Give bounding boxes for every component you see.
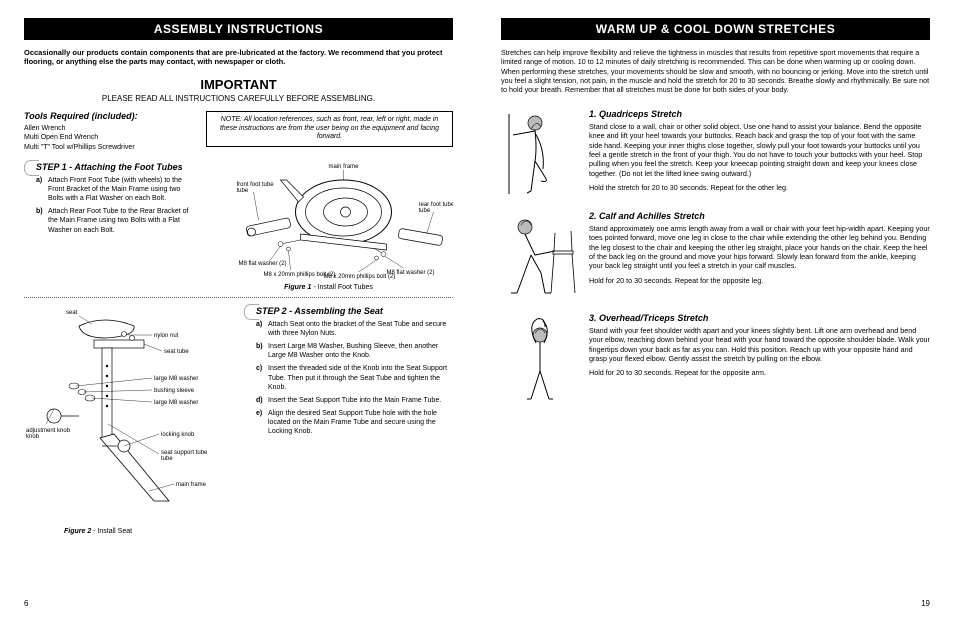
lbl-nylon: nylon nut	[154, 333, 179, 339]
page-assembly: ASSEMBLY INSTRUCTIONS Occasionally our p…	[0, 0, 477, 618]
step-letter: d)	[256, 396, 268, 405]
svg-text:tube: tube	[237, 188, 249, 194]
stretch-intro: Stretches can help improve flexibility a…	[501, 48, 930, 95]
lbl-bush: bushing sleeve	[154, 388, 195, 394]
figure-1: main frame front foot tube tube rear foo…	[204, 162, 453, 291]
step-letter: b)	[36, 207, 48, 234]
tool-item: Allen Wrench	[24, 124, 194, 133]
tool-item: Multi Open End Wrench	[24, 133, 194, 142]
lbl-lw1: large M8 washer	[154, 376, 198, 382]
step2-body: a)Attach Seat onto the bracket of the Se…	[256, 320, 453, 436]
tool-item: Multi "T" Tool w/Phillips Screwdriver	[24, 143, 194, 152]
step2-d: Insert the Seat Support Tube into the Ma…	[268, 396, 453, 405]
title-stretches: WARM UP & COOL DOWN STRETCHES	[501, 18, 930, 40]
stretch-1-hold: Hold the stretch for 20 to 30 seconds. R…	[589, 183, 930, 192]
stretch-2-figure	[501, 211, 579, 301]
figure-2-caption: Figure 2 - Install Seat	[24, 528, 234, 535]
svg-text:tube: tube	[419, 208, 431, 214]
stretch-1-text: Stand close to a wall, chair or other so…	[589, 122, 930, 178]
stretch-3-figure	[501, 313, 579, 403]
lbl-lock: locking knob	[161, 432, 195, 438]
step2-heading: STEP 2 - Assembling the Seat	[256, 306, 453, 316]
step2-b: Insert Large M8 Washer, Bushing Sleeve, …	[268, 342, 453, 360]
lbl-main: main frame	[176, 482, 207, 488]
svg-text:tube: tube	[161, 456, 173, 462]
lbl-seat-tube: seat tube	[164, 349, 189, 355]
step2-text: STEP 2 - Assembling the Seat a)Attach Se…	[244, 306, 453, 535]
tools-heading: Tools Required (included):	[24, 111, 194, 121]
stretch-3-text: Stand with your feet shoulder width apar…	[589, 326, 930, 363]
section-step1: STEP 1 - Attaching the Foot Tubes a)Atta…	[24, 162, 453, 291]
figure-1-svg: main frame front foot tube tube rear foo…	[204, 162, 453, 282]
svg-text:knob: knob	[26, 434, 40, 440]
tools-col: Tools Required (included): Allen Wrench …	[24, 111, 194, 152]
title-assembly: ASSEMBLY INSTRUCTIONS	[24, 18, 453, 40]
step-letter: a)	[256, 320, 268, 338]
stretch-2: 2. Calf and Achilles Stretch Stand appro…	[501, 211, 930, 301]
stretch-3-hold: Hold for 20 to 30 seconds. Repeat for th…	[589, 368, 930, 377]
lbl-lw2: large M8 washer	[154, 400, 198, 406]
step2-e: Align the desired Seat Support Tube hole…	[268, 409, 453, 436]
important-heading: IMPORTANT	[24, 77, 453, 92]
lbl-washer-l: M8 flat washer (2)	[239, 261, 287, 267]
step1-heading: STEP 1 - Attaching the Foot Tubes	[36, 162, 194, 172]
step-letter: a)	[36, 176, 48, 203]
tools-row: Tools Required (included): Allen Wrench …	[24, 111, 453, 152]
page-number-right: 19	[921, 599, 930, 608]
stretch-1-figure	[501, 109, 579, 199]
step-letter: b)	[256, 342, 268, 360]
stretch-1: 1. Quadriceps Stretch Stand close to a w…	[501, 109, 930, 199]
lbl-washer-r: M8 flat washer (2)	[387, 270, 435, 276]
step1-a: Attach Front Foot Tube (with wheels) to …	[48, 176, 194, 203]
figure-2-svg: seat nylon nut seat tube large M8 washer…	[24, 306, 234, 526]
note-box: NOTE: All location references, such as f…	[206, 111, 453, 147]
step-letter: c)	[256, 364, 268, 391]
step2-c: Insert the threaded side of the Knob int…	[268, 364, 453, 391]
lbl-bolt-r: M8 x 20mm phillips bolt (2)	[324, 274, 396, 280]
stretch-2-heading: 2. Calf and Achilles Stretch	[589, 211, 930, 221]
section-step2: seat nylon nut seat tube large M8 washer…	[24, 306, 453, 535]
intro-text: Occasionally our products contain compon…	[24, 48, 453, 67]
note-col: NOTE: All location references, such as f…	[206, 111, 453, 152]
lbl-seat: seat	[66, 310, 78, 316]
step-letter: e)	[256, 409, 268, 436]
stretch-2-text: Stand approximately one arms length away…	[589, 224, 930, 271]
stretch-2-hold: Hold for 20 to 30 seconds. Repeat for th…	[589, 276, 930, 285]
step1-body: a)Attach Front Foot Tube (with wheels) t…	[36, 176, 194, 235]
separator	[24, 297, 453, 298]
figure-1-caption: Figure 1 - Install Foot Tubes	[204, 284, 453, 291]
stretch-3-heading: 3. Overhead/Triceps Stretch	[589, 313, 930, 323]
page-number-left: 6	[24, 599, 28, 608]
step2-a: Attach Seat onto the bracket of the Seat…	[268, 320, 453, 338]
step1-b: Attach Rear Foot Tube to the Rear Bracke…	[48, 207, 194, 234]
figure-2: seat nylon nut seat tube large M8 washer…	[24, 306, 234, 535]
stretch-1-heading: 1. Quadriceps Stretch	[589, 109, 930, 119]
lbl-main-frame: main frame	[329, 164, 360, 170]
page-stretches: WARM UP & COOL DOWN STRETCHES Stretches …	[477, 0, 954, 618]
important-sub: PLEASE READ ALL INSTRUCTIONS CAREFULLY B…	[24, 94, 453, 103]
step1-text: STEP 1 - Attaching the Foot Tubes a)Atta…	[24, 162, 194, 291]
stretch-3: 3. Overhead/Triceps Stretch Stand with y…	[501, 313, 930, 403]
